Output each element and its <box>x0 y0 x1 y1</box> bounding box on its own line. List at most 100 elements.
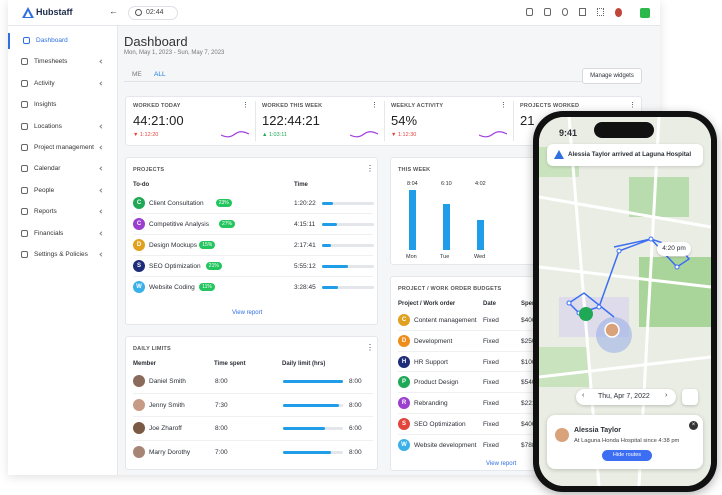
nav-item[interactable]: Calendar <box>8 161 118 177</box>
notification-text: Alessia Taylor arrived at Laguna Hospita… <box>568 151 692 158</box>
stat-menu[interactable]: ⋮ <box>371 102 378 109</box>
nav-label: People <box>34 186 55 194</box>
time-spent: 8:00 <box>215 378 228 385</box>
date-label: Thu, Apr 7, 2022 <box>598 393 650 400</box>
stat-label: WEEKLY ACTIVITY <box>391 103 444 109</box>
sidebar: Dashboard Timesheets Activity Insights Locat… <box>8 26 118 475</box>
budget-avatar: C <box>398 314 410 326</box>
progress-track <box>322 286 374 289</box>
budget-name: Development <box>414 337 453 345</box>
budget-avatar: D <box>398 334 410 347</box>
timer[interactable]: 02:44 <box>128 6 178 20</box>
sparkline <box>221 131 249 138</box>
bar <box>409 190 416 250</box>
stat-menu[interactable]: ⋮ <box>629 102 636 109</box>
collapse-button[interactable]: ← <box>109 6 118 16</box>
nav-chevron <box>99 59 104 65</box>
row-divider <box>398 329 643 331</box>
limit-fill <box>283 450 331 454</box>
timer-icon <box>135 9 142 16</box>
budget-type: Fixed <box>483 337 499 345</box>
user-avatar[interactable] <box>614 8 622 17</box>
project-badge: 23% <box>215 199 232 207</box>
date-picker[interactable]: ‹ Thu, Apr 7, 2022 › <box>576 389 676 405</box>
time-spent: 8:00 <box>215 425 228 432</box>
stat-menu[interactable]: ⋮ <box>242 102 249 109</box>
person-status: At Laguna Honda Hospital since 4:38 pm <box>574 438 680 444</box>
nav-item[interactable]: Project management <box>8 140 118 156</box>
card-title: THIS WEEK <box>398 167 431 173</box>
projects-card: PROJECTS ⋮ To-do Time C Client Consultation 23… <box>125 157 378 325</box>
project-time: 5:55:12 <box>294 263 316 270</box>
nav-item[interactable]: Settings & Policies <box>8 247 118 263</box>
nav-label: Timesheets <box>34 58 68 66</box>
budget-type: Fixed <box>483 379 499 387</box>
budget-name: Content management <box>414 317 477 324</box>
logo <box>22 7 34 18</box>
view-report-link[interactable]: View report <box>486 461 517 467</box>
project-badge: 27% <box>219 220 236 228</box>
daily-limit: 6:00 <box>349 425 362 432</box>
prev-button[interactable]: ‹ <box>582 392 585 399</box>
row-divider <box>133 416 373 417</box>
icon[interactable] <box>543 8 551 16</box>
project-time: 3:28:45 <box>294 284 316 291</box>
toolbar-icons <box>526 8 622 18</box>
nav-label: Activity <box>34 79 55 87</box>
budget-type: Fixed <box>483 358 499 366</box>
phone-screen: 9:41 Alessia Taylor arrived at Laguna Ho… <box>539 117 711 486</box>
nav-label: Locations <box>34 122 62 130</box>
budget-type: Fixed <box>483 400 499 408</box>
bar <box>477 220 484 250</box>
person-name: Alessia Taylor <box>574 427 621 434</box>
column-header: Time <box>294 182 308 188</box>
member-avatar <box>133 445 145 458</box>
nav-item[interactable]: Reports <box>8 204 118 220</box>
row-divider <box>398 392 643 394</box>
progress-track <box>322 244 374 247</box>
tab[interactable]: ME <box>132 71 142 78</box>
budget-type: Fixed <box>483 441 499 449</box>
nav-icon <box>23 37 30 44</box>
card-menu[interactable]: ⋮ <box>366 164 374 173</box>
project-badge: 15% <box>199 241 216 249</box>
stat-delta: ▼ 1:12:30 <box>391 132 417 138</box>
daily-limit: 8:00 <box>349 378 362 385</box>
notification[interactable]: Alessia Taylor arrived at Laguna Hospita… <box>547 144 703 166</box>
close-button[interactable]: × <box>689 421 698 430</box>
budget-spent: $540. <box>521 379 538 387</box>
calendar-button[interactable] <box>682 389 698 405</box>
bar-label: 6:10 <box>441 181 452 187</box>
column-header: Date <box>483 301 497 307</box>
manage-widgets-button[interactable]: Manage widgets <box>582 68 642 84</box>
nav-item[interactable]: Locations <box>8 119 118 135</box>
budget-name: SEO Optimization <box>414 421 466 428</box>
view-report-link[interactable]: View report <box>232 310 263 316</box>
project-name: Competitive Analysis <box>149 221 209 228</box>
project-name: SEO Optimization <box>149 263 201 270</box>
nav-item[interactable]: Insights <box>8 97 118 113</box>
card-menu[interactable]: ⋮ <box>366 343 374 352</box>
stat-delta: ▼ 1:12:20 <box>133 132 159 138</box>
nav-item[interactable]: Timesheets <box>8 54 118 70</box>
icon[interactable] <box>579 8 587 16</box>
stat-menu[interactable]: ⋮ <box>500 102 507 109</box>
nav-item-active[interactable]: Dashboard <box>8 33 118 49</box>
nav-item[interactable]: People <box>8 183 118 199</box>
nav-item[interactable]: Financials <box>8 226 118 242</box>
nav-label: Dashboard <box>36 37 68 44</box>
budget-type: Fixed <box>483 317 499 324</box>
member-name: Jenny Smith <box>149 401 185 409</box>
next-button[interactable]: › <box>665 392 668 399</box>
nav-item[interactable]: Activity <box>8 76 118 92</box>
icon[interactable] <box>526 8 533 16</box>
column-header: To-do <box>133 182 150 188</box>
limit-track <box>283 450 343 454</box>
column-header: Daily limit (hrs) <box>282 361 326 367</box>
icon[interactable] <box>561 8 569 16</box>
icon[interactable] <box>597 8 604 16</box>
column-header: Project / Work order <box>398 301 456 307</box>
hide-routes-button[interactable]: Hide routes <box>602 450 652 461</box>
status-badge[interactable] <box>640 8 650 18</box>
stat-value: 21 <box>520 113 535 128</box>
